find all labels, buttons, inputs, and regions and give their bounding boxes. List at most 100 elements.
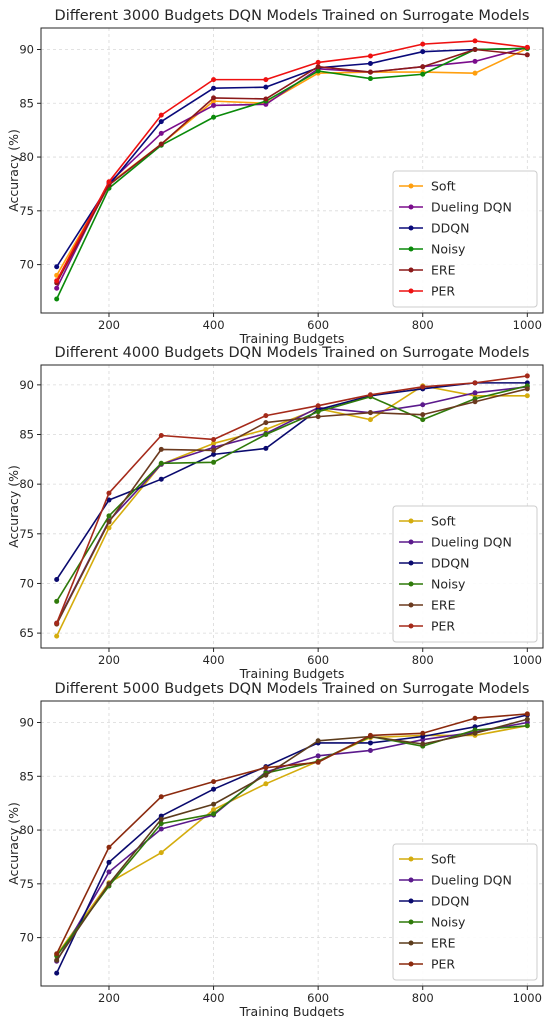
y-tick-label: 90 [19,43,34,57]
x-tick-label: 200 [98,318,120,332]
data-point [211,786,217,792]
data-point [524,393,530,399]
y-tick-label: 80 [19,150,34,164]
y-axis-label: Accuracy (%) [6,802,21,885]
data-point [158,112,164,118]
legend-swatch-marker [408,919,414,925]
data-point [158,826,164,832]
legend-item-label: Soft [431,852,456,867]
data-point [211,95,217,101]
data-point [315,409,321,415]
legend-swatch-marker [408,267,414,273]
data-point [54,272,60,278]
data-point [106,519,112,525]
data-point [158,446,164,452]
series-line-5 [55,40,528,282]
legend-swatch-marker [408,225,414,231]
data-point [158,119,164,125]
legend: Soft Dueling DQN DDQN Noisy ERE PER [392,505,538,643]
legend-item-label: Noisy [431,242,466,257]
data-point [106,497,112,503]
legend-swatch-marker [408,623,414,629]
data-point [158,433,164,439]
data-point [524,711,530,717]
x-tick-label: 400 [203,991,225,1005]
data-point [54,598,60,604]
legend-item-label: Soft [431,514,456,529]
data-point [524,373,530,379]
series-line-3 [55,47,528,300]
data-point [263,781,269,787]
chart-title: Different 5000 Budgets DQN Models Traine… [55,681,530,697]
legend-swatch-marker [408,602,414,608]
data-point [315,59,321,65]
series-line-2 [55,714,528,974]
chart-title: Different 3000 Budgets DQN Models Traine… [55,8,530,24]
data-point [211,85,217,91]
data-point [211,436,217,442]
data-point [263,772,269,778]
data-point [367,53,373,59]
data-point [158,821,164,827]
legend-item-label: DDQN [431,894,469,909]
data-point [472,399,478,405]
x-axis-label: Training Budgets [239,1004,345,1017]
legend-swatch-marker [408,246,414,252]
legend-item-label: DDQN [431,221,469,236]
data-point [472,380,478,386]
legend-swatch-marker [408,539,414,545]
data-point [524,386,530,392]
data-point [315,403,321,409]
legend-item-label: Noisy [431,577,466,592]
x-tick-label: 1000 [513,318,542,332]
data-point [211,77,217,83]
series-line-4 [56,718,528,961]
x-tick-label: 400 [203,653,225,667]
x-tick-label: 400 [203,318,225,332]
data-point [106,179,112,185]
data-point [211,102,217,108]
data-point [54,576,60,582]
y-tick-label: 90 [19,378,34,392]
y-tick-label: 80 [19,477,34,491]
y-tick-label: 90 [19,716,34,730]
x-tick-label: 600 [307,318,329,332]
series-line-4 [55,48,528,284]
chart-panel-2: 200 400 600 800 1000 65 70 75 80 85 90 Different 40… [6,345,544,681]
legend-frame [392,170,538,308]
data-point [211,447,217,453]
data-point [472,390,478,396]
data-point [211,451,217,457]
x-tick-label: 1000 [513,991,542,1005]
data-point [472,70,478,76]
data-point [158,794,164,800]
legend-swatch-marker [408,940,414,946]
data-point [420,49,426,55]
data-point [524,52,530,58]
data-point [54,970,60,976]
data-point [263,84,269,90]
data-point [106,844,112,850]
data-point [263,420,269,426]
series-line-5 [55,713,528,955]
plot-area-frame [40,700,544,987]
data-point [54,951,60,957]
data-point [211,440,217,446]
data-point [315,738,321,744]
data-point [158,130,164,136]
data-point [524,723,530,729]
data-point [315,753,321,759]
data-point [211,807,217,813]
data-point [211,114,217,120]
legend-swatch-marker [408,288,414,294]
data-point [211,811,217,817]
data-point [54,620,60,626]
data-point [158,816,164,822]
legend-item-label: PER [431,957,455,972]
data-point [367,69,373,75]
y-tick-label: 70 [19,258,34,272]
series-line-4 [55,388,528,625]
data-point [106,490,112,496]
data-point [158,476,164,482]
